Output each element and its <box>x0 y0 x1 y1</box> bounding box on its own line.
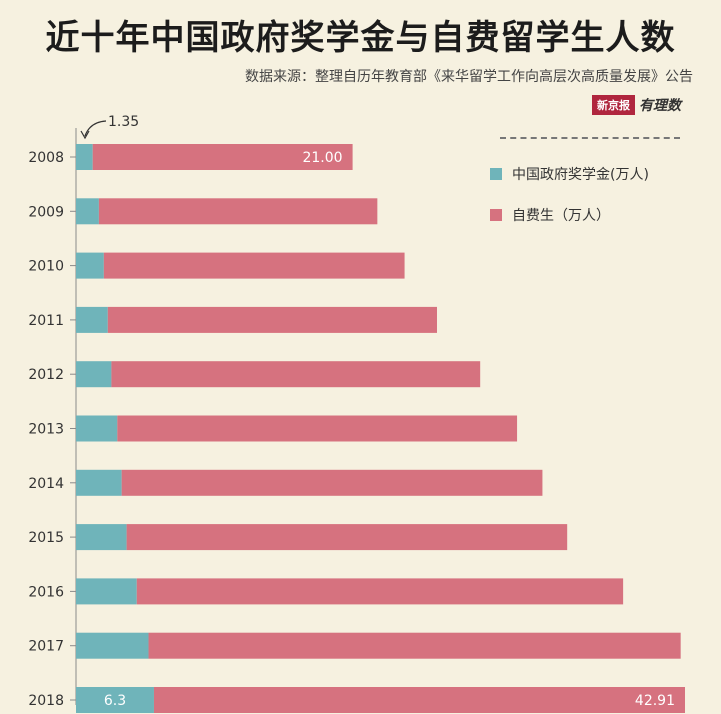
legend-item-scholarship: 中国政府奖学金(万人) <box>490 165 649 183</box>
data-label-scholarship: 6.3 <box>104 693 126 709</box>
y-tick-label: 2018 <box>28 693 64 709</box>
legend-label-scholarship: 中国政府奖学金(万人) <box>512 167 649 183</box>
callout-arrow <box>84 120 107 137</box>
bar-self-funded <box>117 415 518 442</box>
bar-self-funded <box>103 252 405 279</box>
bar-scholarship <box>76 524 127 551</box>
bar-self-funded <box>136 578 624 605</box>
bar-scholarship <box>76 632 149 659</box>
bar-scholarship <box>76 415 118 442</box>
bar-scholarship <box>76 687 154 713</box>
data-label-self-funded: 21.00 <box>302 150 342 166</box>
y-tick-label: 2015 <box>28 530 64 546</box>
bar-self-funded <box>92 144 353 170</box>
bar-scholarship <box>76 469 122 496</box>
y-tick-label: 2011 <box>28 313 64 329</box>
y-tick-label: 2009 <box>28 204 64 220</box>
bar-self-funded <box>148 632 681 659</box>
data-source: 数据来源：整理自历年教育部《来华留学工作向高层次高质量发展》公告 <box>245 69 693 85</box>
bar-self-funded <box>121 469 543 496</box>
logo-box: 新京报 <box>592 95 635 115</box>
bar-self-funded <box>107 306 437 333</box>
bar-self-funded <box>111 361 481 388</box>
legend-separator <box>500 137 680 139</box>
chart-title: 近十年中国政府奖学金与自费留学生人数 <box>45 18 676 58</box>
bar-scholarship <box>76 198 99 225</box>
bar-scholarship <box>76 144 93 170</box>
y-tick-label: 2010 <box>28 259 64 275</box>
data-label-self-funded: 42.91 <box>635 693 675 709</box>
callout-arrow-head <box>80 130 90 140</box>
y-tick-label: 2016 <box>28 584 64 600</box>
bar-self-funded <box>98 198 378 225</box>
y-tick-label: 2012 <box>28 367 64 383</box>
bar-scholarship <box>76 252 104 279</box>
legend-swatch-scholarship <box>490 168 502 180</box>
bar-scholarship <box>76 361 112 388</box>
data-label-scholarship: 1.35 <box>108 114 139 130</box>
legend-item-self-funded: 自费生（万人） <box>490 206 610 224</box>
bar-scholarship <box>76 578 137 605</box>
bar-scholarship <box>76 306 108 333</box>
y-tick-label: 2017 <box>28 639 64 655</box>
y-tick-label: 2013 <box>28 422 64 438</box>
legend-label-self-funded: 自费生（万人） <box>512 208 610 224</box>
logo-text: 有理数 <box>639 98 681 114</box>
legend-swatch-self-funded <box>490 209 502 221</box>
bar-self-funded <box>126 524 568 551</box>
y-tick-label: 2014 <box>28 476 64 492</box>
y-tick-label: 2008 <box>28 150 64 166</box>
publisher-logo: 新京报 有理数 <box>592 95 681 115</box>
bar-self-funded <box>153 687 685 713</box>
